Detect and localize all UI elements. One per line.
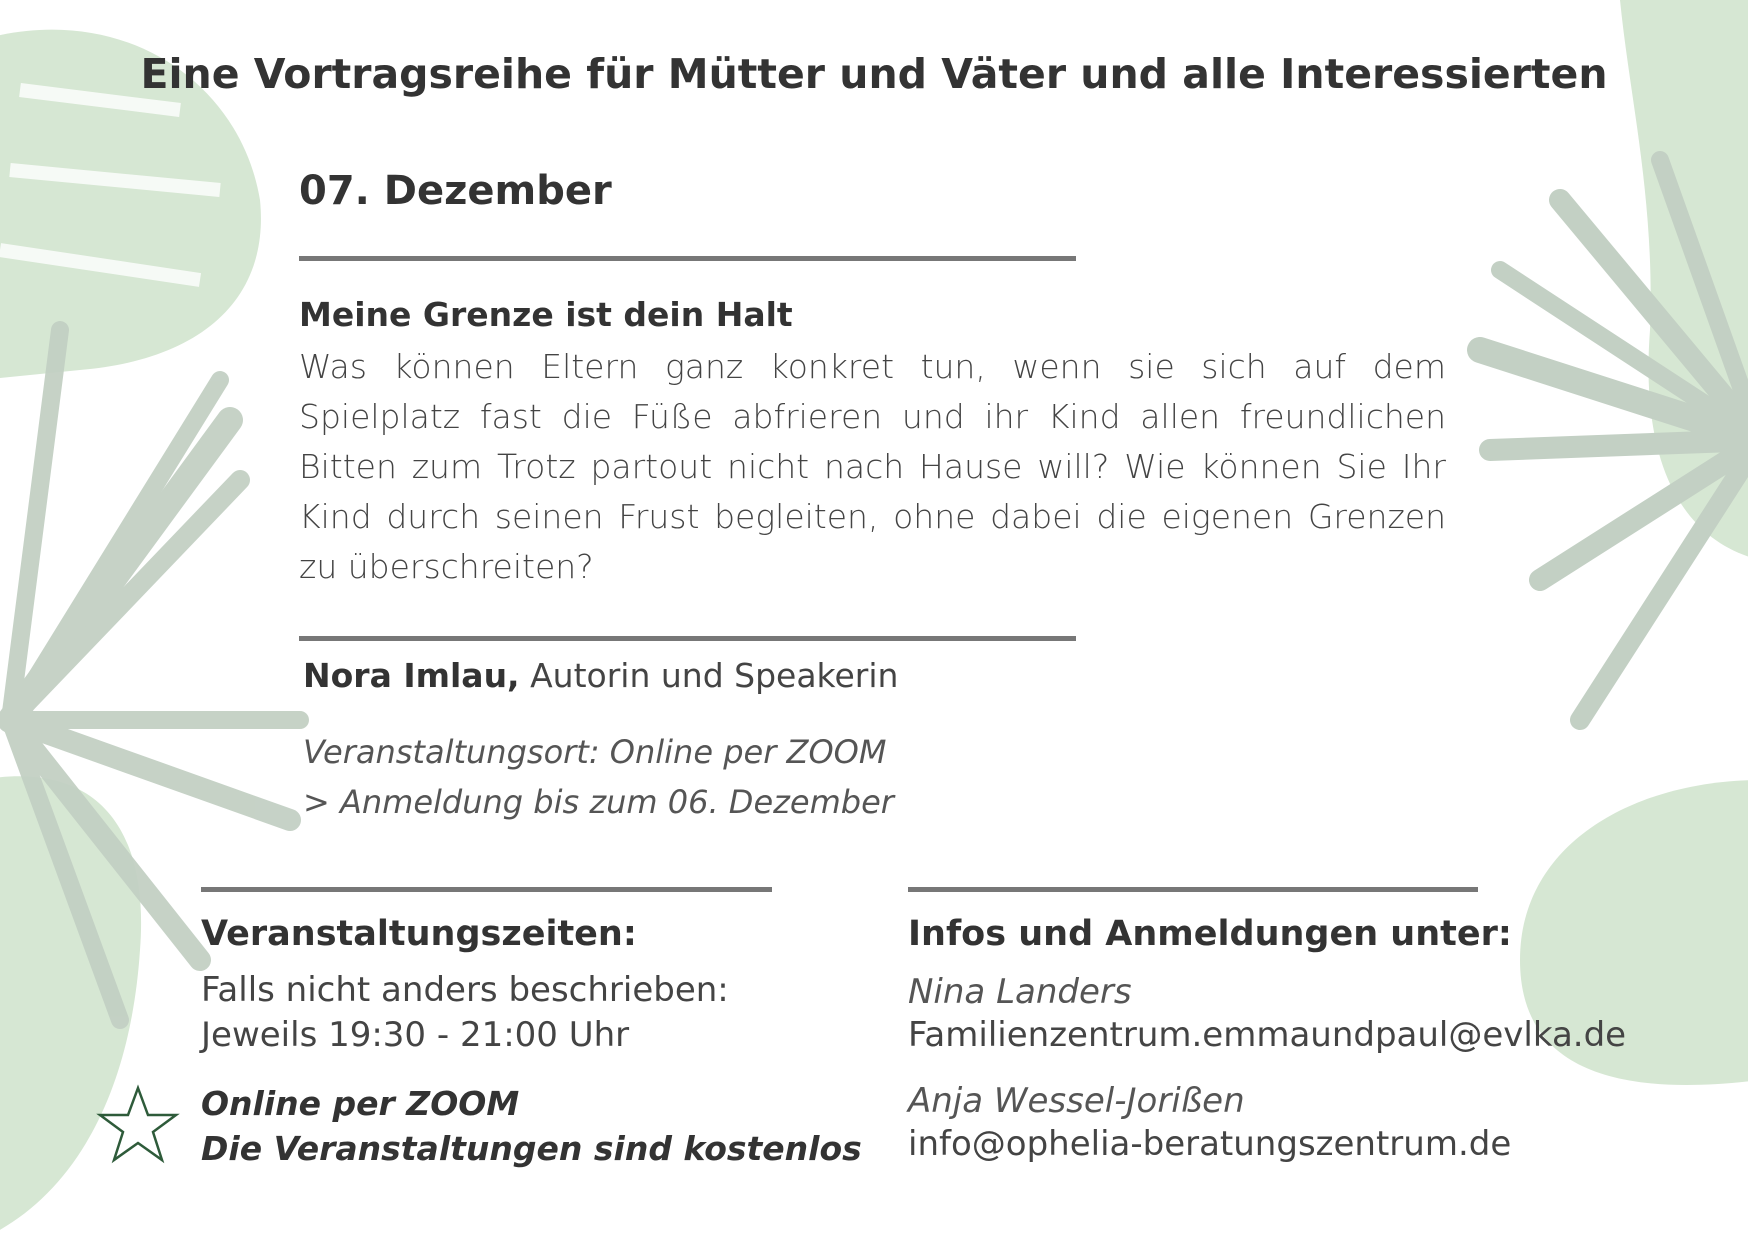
times-line2: Jeweils 19:30 - 21:00 Uhr — [201, 1015, 630, 1055]
event-registration: > Anmeldung bis zum 06. Dezember — [303, 783, 894, 821]
divider — [908, 887, 1478, 892]
event-description: Was können Eltern ganz konkret tun, wenn… — [299, 347, 1446, 586]
event-location: Veranstaltungsort: Online per ZOOM — [303, 733, 887, 771]
zoom-note: Online per ZOOM — [201, 1084, 520, 1123]
star-icon — [96, 1084, 180, 1164]
contact-name: Anja Wessel-Jorißen — [908, 1081, 1245, 1121]
free-note: Die Veranstaltungen sind kostenlos — [201, 1129, 862, 1168]
divider — [299, 636, 1076, 641]
contact-heading: Infos und Anmeldungen unter: — [908, 914, 1512, 954]
times-line1: Falls nicht anders beschrieben: — [201, 970, 729, 1010]
times-heading: Veranstaltungszeiten: — [201, 914, 637, 954]
contact-name: Nina Landers — [908, 972, 1132, 1012]
divider — [201, 887, 772, 892]
event-date: 07. Dezember — [299, 168, 612, 214]
speaker: Nora Imlau, Autorin und Speakerin — [303, 656, 898, 695]
speaker-role: Autorin und Speakerin — [530, 656, 899, 695]
speaker-name: Nora Imlau, — [303, 656, 520, 695]
event-heading: Meine Grenze ist dein Halt — [299, 295, 793, 334]
contact-email[interactable]: Familienzentrum.emmaundpaul@evlka.de — [908, 1015, 1627, 1055]
divider — [299, 256, 1076, 261]
page-title: Eine Vortragsreihe für Mütter und Väter … — [140, 50, 1608, 98]
contact-email[interactable]: info@ophelia-beratungszentrum.de — [908, 1124, 1512, 1164]
